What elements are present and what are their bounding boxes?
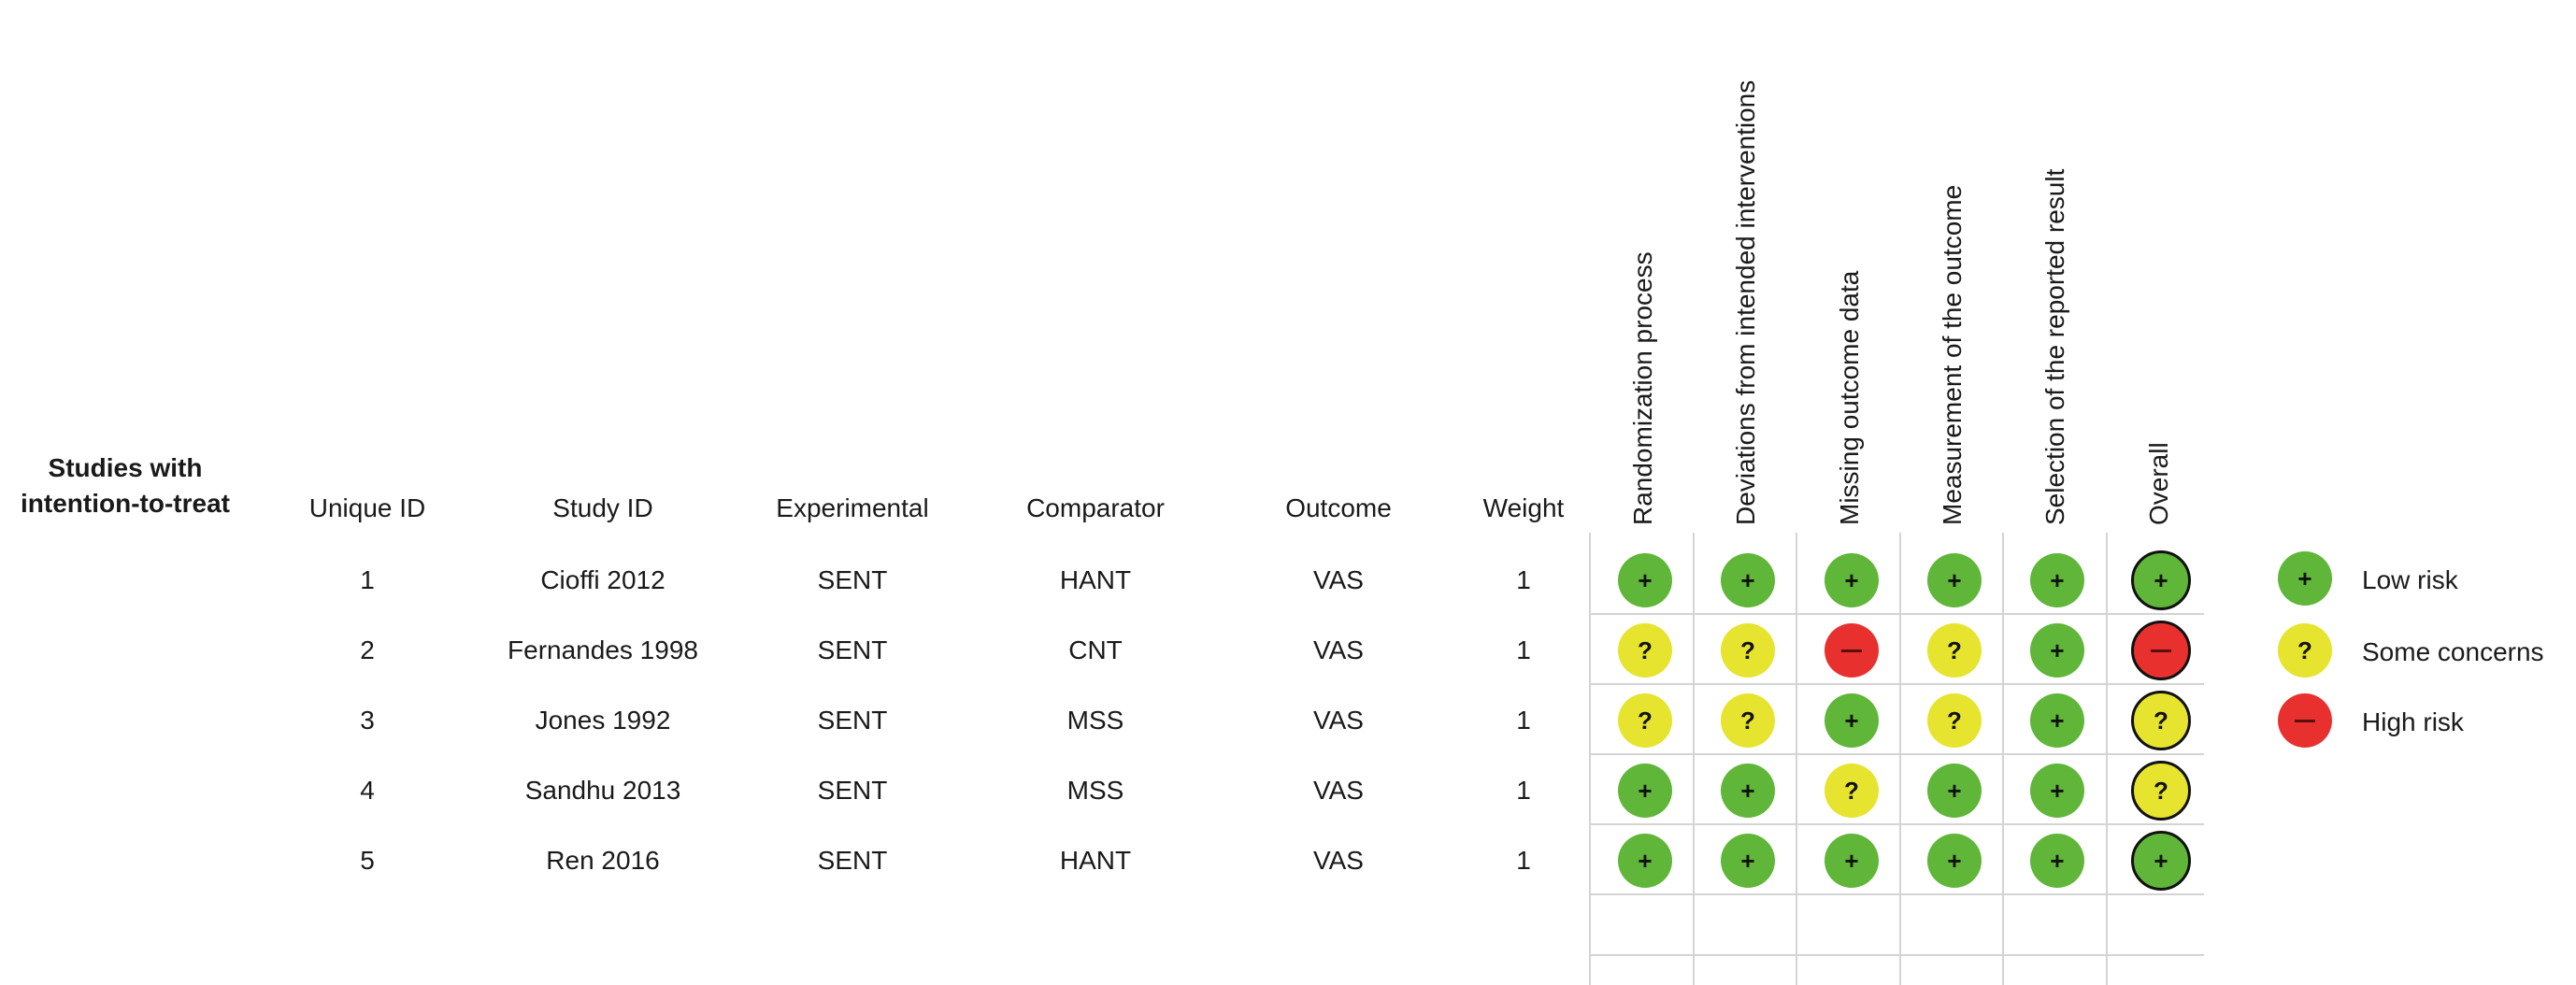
judgement-dot: + xyxy=(1927,834,1982,888)
table-cell-study-id: Jones 1992 xyxy=(535,706,671,735)
judgement-dot: ? xyxy=(1721,693,1775,748)
judgement-dot: ? xyxy=(1927,693,1982,748)
judgement-dot: + xyxy=(1927,764,1982,818)
judgement-dot: ? xyxy=(1618,693,1672,748)
table-cell-comparator: MSS xyxy=(1066,706,1124,735)
judgement-dot: ? xyxy=(1721,623,1775,678)
domain-header: Randomization process xyxy=(1628,251,1657,525)
table-cell-outcome: VAS xyxy=(1313,846,1364,875)
table-cell-study-id: Fernandes 1998 xyxy=(508,635,698,664)
grid-line xyxy=(1899,533,1901,985)
grid-line xyxy=(1589,823,2204,825)
grid-line xyxy=(1589,753,2204,755)
judgement-dot xyxy=(2131,621,2191,680)
judgement-dot xyxy=(1825,623,1879,678)
judgement-dot: + xyxy=(2030,834,2084,888)
judgement-dot: + xyxy=(2030,553,2084,607)
grid-line xyxy=(2106,533,2108,985)
column-header: Outcome xyxy=(1285,493,1392,522)
judgement-dot: + xyxy=(2030,623,2084,678)
legend-label: High risk xyxy=(2362,707,2464,736)
grid-line xyxy=(2002,533,2004,985)
table-cell-weight: 1 xyxy=(1516,635,1531,664)
table-cell-experimental: SENT xyxy=(817,706,888,735)
table-cell-study-id: Ren 2016 xyxy=(546,846,660,875)
judgement-dot: + xyxy=(1721,834,1775,888)
table-cell-unique-id: 1 xyxy=(360,565,375,594)
domain-header: Selection of the reported result xyxy=(2040,168,2069,525)
domain-header: Missing outcome data xyxy=(1835,270,1864,525)
table-cell-experimental: SENT xyxy=(817,565,888,594)
legend-swatch: ? xyxy=(2278,623,2332,678)
table-cell-experimental: SENT xyxy=(817,776,888,805)
table-cell-experimental: SENT xyxy=(817,846,888,875)
table-cell-unique-id: 5 xyxy=(360,846,375,875)
judgement-dot: + xyxy=(1825,553,1879,607)
judgement-dot: ? xyxy=(2131,691,2191,750)
grid-line xyxy=(1589,613,2204,615)
table-cell-outcome: VAS xyxy=(1313,706,1364,735)
column-header: Study ID xyxy=(552,493,653,522)
table-cell-outcome: VAS xyxy=(1313,565,1364,594)
judgement-dot: + xyxy=(2131,550,2191,610)
title-line-2: intention-to-treat xyxy=(21,489,230,518)
table-cell-unique-id: 3 xyxy=(360,706,375,735)
grid-line xyxy=(1589,954,2204,956)
judgement-dot: + xyxy=(1721,553,1775,607)
table-cell-comparator: CNT xyxy=(1068,635,1123,664)
high-risk-symbol xyxy=(2151,649,2171,652)
table-cell-comparator: MSS xyxy=(1066,776,1124,805)
table-cell-comparator: HANT xyxy=(1059,565,1132,594)
grid-line xyxy=(1589,683,2204,685)
judgement-dot: + xyxy=(1618,834,1672,888)
legend-swatch xyxy=(2278,693,2332,748)
table-cell-unique-id: 2 xyxy=(360,635,375,664)
judgement-dot: + xyxy=(2131,831,2191,891)
table-cell-weight: 1 xyxy=(1516,846,1531,875)
table-cell-experimental: SENT xyxy=(817,635,888,664)
judgement-dot: + xyxy=(2030,764,2084,818)
judgement-dot: + xyxy=(1825,834,1879,888)
judgement-dot: ? xyxy=(1927,623,1982,678)
judgement-dot: + xyxy=(1618,764,1672,818)
judgement-dot: + xyxy=(1825,693,1879,748)
judgement-dot: ? xyxy=(1825,764,1879,818)
judgement-dot: + xyxy=(1927,553,1982,607)
table-cell-study-id: Sandhu 2013 xyxy=(524,776,681,805)
domain-header: Overall xyxy=(2144,442,2173,525)
high-risk-symbol xyxy=(1841,649,1862,652)
judgement-dot: ? xyxy=(1618,623,1672,678)
grid-line xyxy=(1589,893,2204,895)
table-cell-unique-id: 4 xyxy=(360,776,375,805)
title-line-1: Studies with xyxy=(48,453,203,482)
judgement-dot: + xyxy=(1721,764,1775,818)
table-cell-outcome: VAS xyxy=(1313,776,1364,805)
high-risk-symbol xyxy=(2295,719,2315,722)
legend-label: Some concerns xyxy=(2362,637,2544,666)
column-header: Weight xyxy=(1482,493,1565,522)
table-cell-comparator: HANT xyxy=(1059,846,1132,875)
grid-line xyxy=(1693,533,1695,985)
column-header: Unique ID xyxy=(308,493,426,522)
domain-header: Deviations from intended interventions xyxy=(1731,79,1760,525)
table-cell-weight: 1 xyxy=(1516,565,1531,594)
domain-header: Measurement of the outcome xyxy=(1938,184,1967,525)
column-header: Experimental xyxy=(776,493,929,522)
judgement-dot: + xyxy=(1618,553,1672,607)
legend-swatch: + xyxy=(2278,551,2332,606)
table-cell-weight: 1 xyxy=(1516,706,1531,735)
table-cell-study-id: Cioffi 2012 xyxy=(540,565,665,594)
grid-line xyxy=(1589,533,1591,985)
table-cell-weight: 1 xyxy=(1516,776,1531,805)
table-cell-outcome: VAS xyxy=(1313,635,1364,664)
column-header: Comparator xyxy=(1026,493,1165,522)
judgement-dot: ? xyxy=(2131,761,2191,821)
judgement-dot: + xyxy=(2030,693,2084,748)
legend-label: Low risk xyxy=(2362,565,2458,594)
grid-line xyxy=(1796,533,1797,985)
table-title: Studies with intention-to-treat xyxy=(0,450,250,521)
